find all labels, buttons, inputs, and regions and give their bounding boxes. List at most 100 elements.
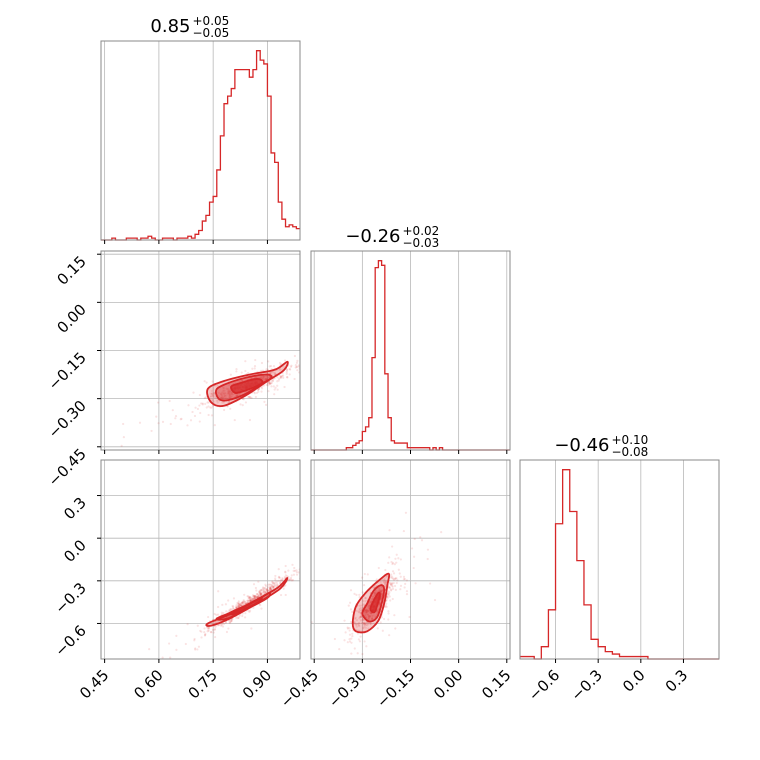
scatter-point xyxy=(426,557,429,561)
scatter-point xyxy=(209,406,212,409)
scatter-point xyxy=(290,364,293,367)
scatter-point xyxy=(259,593,262,596)
scatter-point xyxy=(253,391,256,394)
grid-lines-2-0 xyxy=(101,460,300,659)
scatter-point xyxy=(419,536,422,539)
scatter-point xyxy=(230,395,233,398)
scatter-point xyxy=(390,584,394,587)
scatter-point xyxy=(193,639,196,642)
scatter-point xyxy=(369,615,372,619)
scatter-point xyxy=(238,602,241,605)
scatter-point xyxy=(348,633,352,636)
scatter-point xyxy=(370,617,374,620)
scatter-point xyxy=(225,387,228,390)
scatter-point xyxy=(192,391,195,394)
scatter-point xyxy=(366,612,369,616)
scatter-point xyxy=(270,588,273,591)
scatter-point xyxy=(253,367,256,370)
scatter-point xyxy=(369,622,372,626)
scatter-point xyxy=(263,378,266,381)
scatter-point xyxy=(293,569,297,572)
scatter-point xyxy=(306,379,308,381)
scatter-point xyxy=(275,584,278,587)
scatter-point xyxy=(268,383,271,386)
scatter-point xyxy=(346,626,349,629)
scatter-point xyxy=(220,393,223,397)
scatter-point xyxy=(394,577,397,580)
y-tick-label: −0.6 xyxy=(51,622,89,660)
scatter-point xyxy=(264,403,268,407)
scatter-point xyxy=(288,578,291,581)
scatter-point xyxy=(256,593,259,596)
scatter-point xyxy=(350,641,353,644)
scatter-point xyxy=(227,390,230,393)
scatter-point xyxy=(254,586,257,590)
scatter-point xyxy=(365,611,368,614)
scatter-point xyxy=(413,555,416,558)
scatter-point xyxy=(271,580,274,583)
scatter-point xyxy=(216,613,220,616)
scatter-point xyxy=(252,598,255,601)
scatter-point xyxy=(251,598,255,601)
scatter-point xyxy=(199,629,202,632)
scatter-point xyxy=(200,630,203,633)
scatter-point xyxy=(263,400,266,403)
scatter-point xyxy=(360,615,363,618)
scatter-point xyxy=(269,588,272,591)
scatter-point xyxy=(351,663,353,665)
scatter-point xyxy=(371,615,374,618)
x-tick-label: 0.60 xyxy=(130,666,166,702)
scatter-point xyxy=(440,530,443,534)
scatter-point xyxy=(348,638,351,641)
scatter-point xyxy=(268,372,271,375)
scatter-point xyxy=(399,558,402,561)
scatter-point xyxy=(274,577,277,580)
scatter-point xyxy=(256,388,260,392)
scatter-point xyxy=(271,380,274,383)
scatter-point xyxy=(266,589,269,592)
scatter-point xyxy=(272,585,275,588)
scatter-point xyxy=(380,590,383,593)
scatter-point xyxy=(284,564,287,568)
scatter-point xyxy=(374,591,377,594)
scatter-point xyxy=(270,371,273,375)
scatter-point xyxy=(357,624,360,627)
scatter-point xyxy=(203,627,206,630)
scatter-point xyxy=(403,586,406,589)
scatter-point xyxy=(261,588,264,591)
scatter-point xyxy=(268,382,271,385)
scatter-point xyxy=(363,609,367,612)
scatter-point xyxy=(357,622,360,625)
scatter-point xyxy=(268,371,272,375)
scatter-point xyxy=(266,589,269,593)
scatter-point xyxy=(223,394,226,397)
scatter-point xyxy=(347,604,350,607)
scatter-point xyxy=(196,407,200,411)
scatter-point xyxy=(371,618,374,621)
scatter-point xyxy=(262,375,266,378)
scatter-point xyxy=(364,626,368,629)
scatter-point xyxy=(231,607,235,610)
y-tick-label: 0.3 xyxy=(60,494,90,524)
scatter-point xyxy=(200,402,203,405)
scatter-point xyxy=(168,399,171,403)
scatter-point xyxy=(367,604,370,607)
pair-panel-1-0 xyxy=(120,354,308,447)
scatter-point xyxy=(363,625,366,628)
scatter-point xyxy=(351,632,354,635)
scatter-point xyxy=(367,613,370,616)
scatter-point xyxy=(210,392,213,396)
scatter-point xyxy=(226,392,229,395)
scatter-point xyxy=(221,625,225,628)
scatter-point xyxy=(386,592,389,596)
scatter-point xyxy=(364,608,367,612)
scatter-point xyxy=(241,602,244,605)
scatter-point xyxy=(358,604,362,607)
scatter-point xyxy=(387,618,390,621)
scatter-point xyxy=(363,612,366,615)
scatter-point xyxy=(396,579,399,582)
scatter-point xyxy=(227,390,230,393)
scatter-point xyxy=(364,613,367,616)
scatter-point xyxy=(391,545,394,548)
scatter-point xyxy=(305,358,307,360)
